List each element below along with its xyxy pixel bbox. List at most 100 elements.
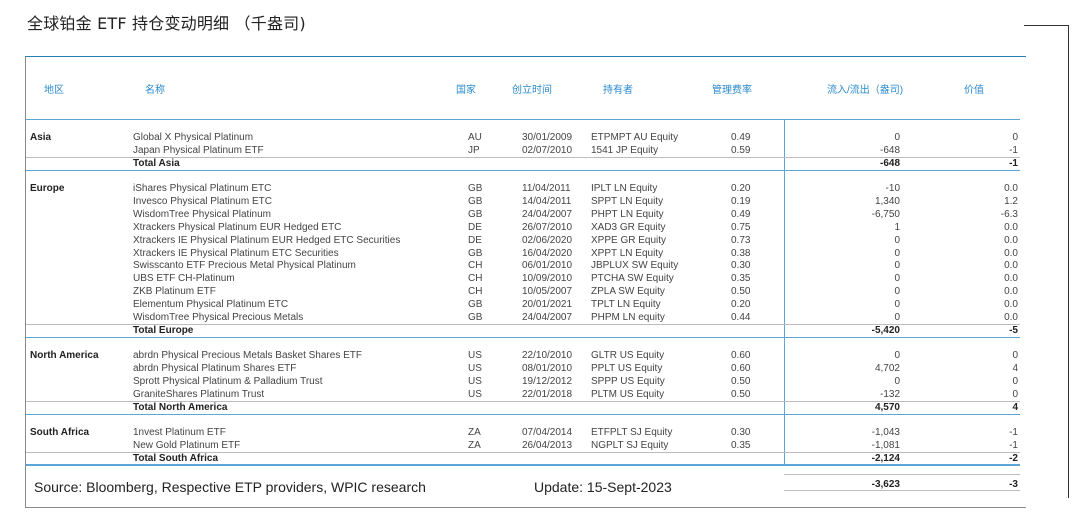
country-code: ZA — [468, 427, 481, 438]
country-code: GB — [468, 247, 483, 259]
etf-name: Xtrackers Physical Platinum EUR Hedged E… — [133, 221, 342, 233]
holder-ticker: ETPMPT AU Equity — [591, 132, 679, 143]
value-amount: 4 — [1012, 362, 1018, 374]
table-row: WisdomTree Physical Precious Metals GB 24/… — [0, 311, 1080, 324]
country-code: GB — [468, 183, 483, 194]
inception-date: 02/06/2020 — [522, 234, 573, 246]
value-amount: 0.0 — [1004, 221, 1018, 233]
inception-date: 30/01/2009 — [522, 132, 573, 143]
inception-date: 02/07/2010 — [522, 144, 573, 156]
table-row: New Gold Platinum ETF ZA 26/04/2013 NGPLT S… — [0, 439, 1080, 452]
holder-ticker: 1541 JP Equity — [591, 144, 659, 156]
management-fee: 0.30 — [731, 260, 751, 272]
total-value: -1 — [1009, 157, 1018, 169]
management-fee: 0.35 — [731, 273, 751, 285]
inception-date: 26/07/2010 — [522, 221, 573, 233]
total-divider — [26, 451, 1020, 453]
update-date: Update: 15-Sept-2023 — [534, 479, 672, 495]
etf-name: WisdomTree Physical Precious Metals — [133, 312, 304, 323]
group-divider — [26, 169, 1020, 171]
value-amount: 0 — [1012, 350, 1018, 361]
flow-value: 0 — [894, 260, 900, 272]
etf-name: GraniteShares Platinum Trust — [133, 388, 265, 400]
country-code: GB — [468, 208, 483, 220]
header-divider — [26, 119, 1020, 120]
total-label: Total South Africa — [133, 452, 218, 464]
etf-name: WisdomTree Physical Platinum — [133, 208, 272, 220]
flow-value: 0 — [894, 247, 900, 259]
value-amount: 0.0 — [1004, 299, 1018, 311]
total-value: 4 — [1012, 401, 1018, 413]
table-row: Asia Global X Physical Platinum AU 30/01/20… — [0, 131, 1080, 144]
management-fee: 0.60 — [731, 362, 751, 374]
value-amount: 0.0 — [1004, 234, 1018, 246]
header-region: 地区 — [44, 85, 64, 96]
region-label: Europe — [30, 183, 65, 194]
total-row: Total North America 4,570 4 — [0, 401, 1080, 414]
table-row: South Africa 1nvest Platinum ETF ZA 07/04/2… — [0, 426, 1080, 439]
etf-name: Invesco Physical Platinum ETC — [133, 195, 272, 207]
total-divider — [26, 400, 1020, 402]
holder-ticker: GLTR US Equity — [591, 350, 665, 361]
header-name: 名称 — [145, 85, 165, 96]
table-bottom-divider — [26, 464, 1020, 465]
inception-date: 26/04/2013 — [522, 439, 573, 451]
management-fee: 0.44 — [731, 312, 751, 323]
flow-value: 1 — [894, 221, 900, 233]
inception-date: 06/01/2010 — [522, 260, 573, 272]
etf-name: New Gold Platinum ETF — [133, 439, 241, 451]
value-amount: 0.0 — [1004, 312, 1018, 323]
table-row: Japan Physical Platinum ETF JP 02/07/2010 1… — [0, 144, 1080, 157]
value-amount: 0 — [1012, 388, 1018, 400]
country-code: GB — [468, 312, 483, 323]
inception-date: 08/01/2010 — [522, 362, 573, 374]
holder-ticker: PPLT US Equity — [591, 362, 663, 374]
group-divider — [26, 464, 1020, 466]
flow-value: -1,081 — [871, 439, 900, 451]
holder-ticker: IPLT LN Equity — [591, 183, 658, 194]
total-divider — [26, 323, 1020, 325]
group-divider — [26, 413, 1020, 415]
inception-date: 11/04/2011 — [522, 183, 571, 194]
total-row: Total South Africa -2,124 -2 — [0, 452, 1080, 465]
total-flow: 4,570 — [874, 401, 900, 413]
total-value: -5 — [1009, 324, 1018, 336]
flow-value: -132 — [879, 388, 900, 400]
management-fee: 0.50 — [731, 388, 751, 400]
grand-total-line-top — [784, 474, 1020, 475]
holder-ticker: JBPLUX SW Equity — [591, 260, 679, 272]
page-title: 全球铂金 ETF 持仓变动明细 （千盎司) — [27, 14, 306, 33]
country-code: US — [468, 362, 482, 374]
table-row: Xtrackers Physical Platinum EUR Hedged E… — [0, 221, 1080, 234]
value-amount: 1.2 — [1004, 195, 1018, 207]
grand-total-value: -3 — [1009, 479, 1018, 490]
country-code: US — [468, 388, 482, 400]
holder-ticker: PHPT LN Equity — [591, 208, 664, 220]
inception-date: 10/05/2007 — [522, 286, 573, 298]
header-value: 价值 — [964, 85, 984, 96]
inception-date: 22/10/2010 — [522, 350, 573, 361]
flow-value: 1,340 — [874, 195, 900, 207]
value-amount: -6.3 — [1000, 208, 1018, 220]
management-fee: 0.19 — [731, 195, 751, 207]
etf-name: Xtrackers IE Physical Platinum ETC Secur… — [133, 247, 339, 259]
table-row: Invesco Physical Platinum ETC GB 14/04/201… — [0, 195, 1080, 208]
value-amount: 0 — [1012, 132, 1018, 143]
decorative-bracket-top — [1024, 25, 1069, 26]
holder-ticker: TPLT LN Equity — [591, 299, 661, 311]
management-fee: 0.60 — [731, 350, 751, 361]
etf-name: 1nvest Platinum ETF — [133, 427, 226, 438]
header-holder: 持有者 — [603, 85, 633, 96]
total-row: Total Asia -648 -1 — [0, 157, 1080, 170]
inception-date: 22/01/2018 — [522, 388, 573, 400]
etf-name: Elementum Physical Platinum ETC — [133, 299, 289, 311]
inception-date: 24/04/2007 — [522, 208, 573, 220]
etf-name: Swisscanto ETF Precious Metal Physical P… — [133, 260, 356, 272]
decorative-bracket-side — [1068, 25, 1069, 498]
flow-value: -10 — [885, 183, 900, 194]
table-row: Swisscanto ETF Precious Metal Physical P… — [0, 259, 1080, 272]
value-amount: 0.0 — [1004, 260, 1018, 272]
country-code: ZA — [468, 439, 481, 451]
table-row: Elementum Physical Platinum ETC GB 20/01/2… — [0, 298, 1080, 311]
flow-value: 0 — [894, 350, 900, 361]
